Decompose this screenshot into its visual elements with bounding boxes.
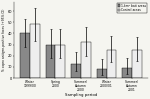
Bar [30, 24, 40, 78]
Bar [55, 45, 65, 78]
Legend: 1-km² bait areas, Control areas: 1-km² bait areas, Control areas [117, 3, 147, 13]
Bar [71, 64, 81, 78]
Bar [122, 68, 132, 78]
Bar [81, 42, 91, 78]
Bar [97, 69, 106, 78]
Bar [106, 50, 116, 78]
Bar [20, 33, 30, 78]
Bar [46, 45, 55, 78]
X-axis label: Sampling period: Sampling period [65, 93, 97, 97]
Y-axis label: % copro antigen-positive foxes (+95% CI): % copro antigen-positive foxes (+95% CI) [2, 9, 6, 71]
Bar [132, 50, 142, 78]
